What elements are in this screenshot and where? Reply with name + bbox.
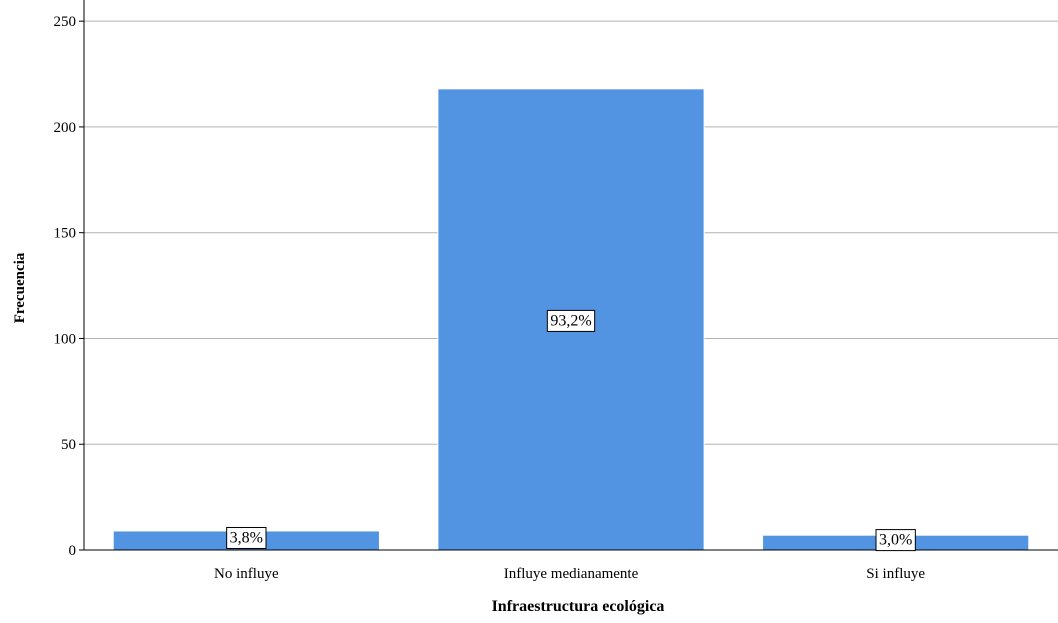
y-tick-label: 100 — [54, 331, 77, 347]
y-tick-label: 250 — [54, 14, 77, 30]
y-tick-label: 50 — [61, 437, 76, 453]
x-tick-label: No influye — [214, 566, 279, 582]
x-tick-labels: No influye Influye medianamente Si influye — [214, 566, 925, 582]
x-axis-title: Infraestructura ecológica — [492, 598, 665, 615]
data-label: 3,8% — [226, 526, 267, 549]
data-label-box — [875, 529, 916, 552]
y-tick-label: 200 — [54, 120, 77, 136]
x-tick-label: Influye medianamente — [504, 566, 639, 582]
svg-text:3,8%: 3,8% — [230, 529, 263, 546]
y-tick-label: 150 — [54, 226, 77, 242]
y-tick-label: 0 — [69, 543, 77, 559]
data-labels: 3,8% 93,2% 3,0% — [226, 309, 916, 552]
data-label-box — [546, 309, 596, 332]
svg-text:93,2%: 93,2% — [550, 312, 591, 329]
data-label-box — [226, 526, 267, 549]
y-axis-title: Frecuencia — [12, 252, 28, 323]
data-label: 3,0% — [875, 529, 916, 552]
svg-text:3,0%: 3,0% — [879, 532, 912, 549]
x-tick-label: Si influye — [866, 566, 925, 582]
y-tick-labels: 0 50 100 150 200 250 — [54, 14, 84, 559]
data-label: 93,2% — [546, 309, 596, 332]
